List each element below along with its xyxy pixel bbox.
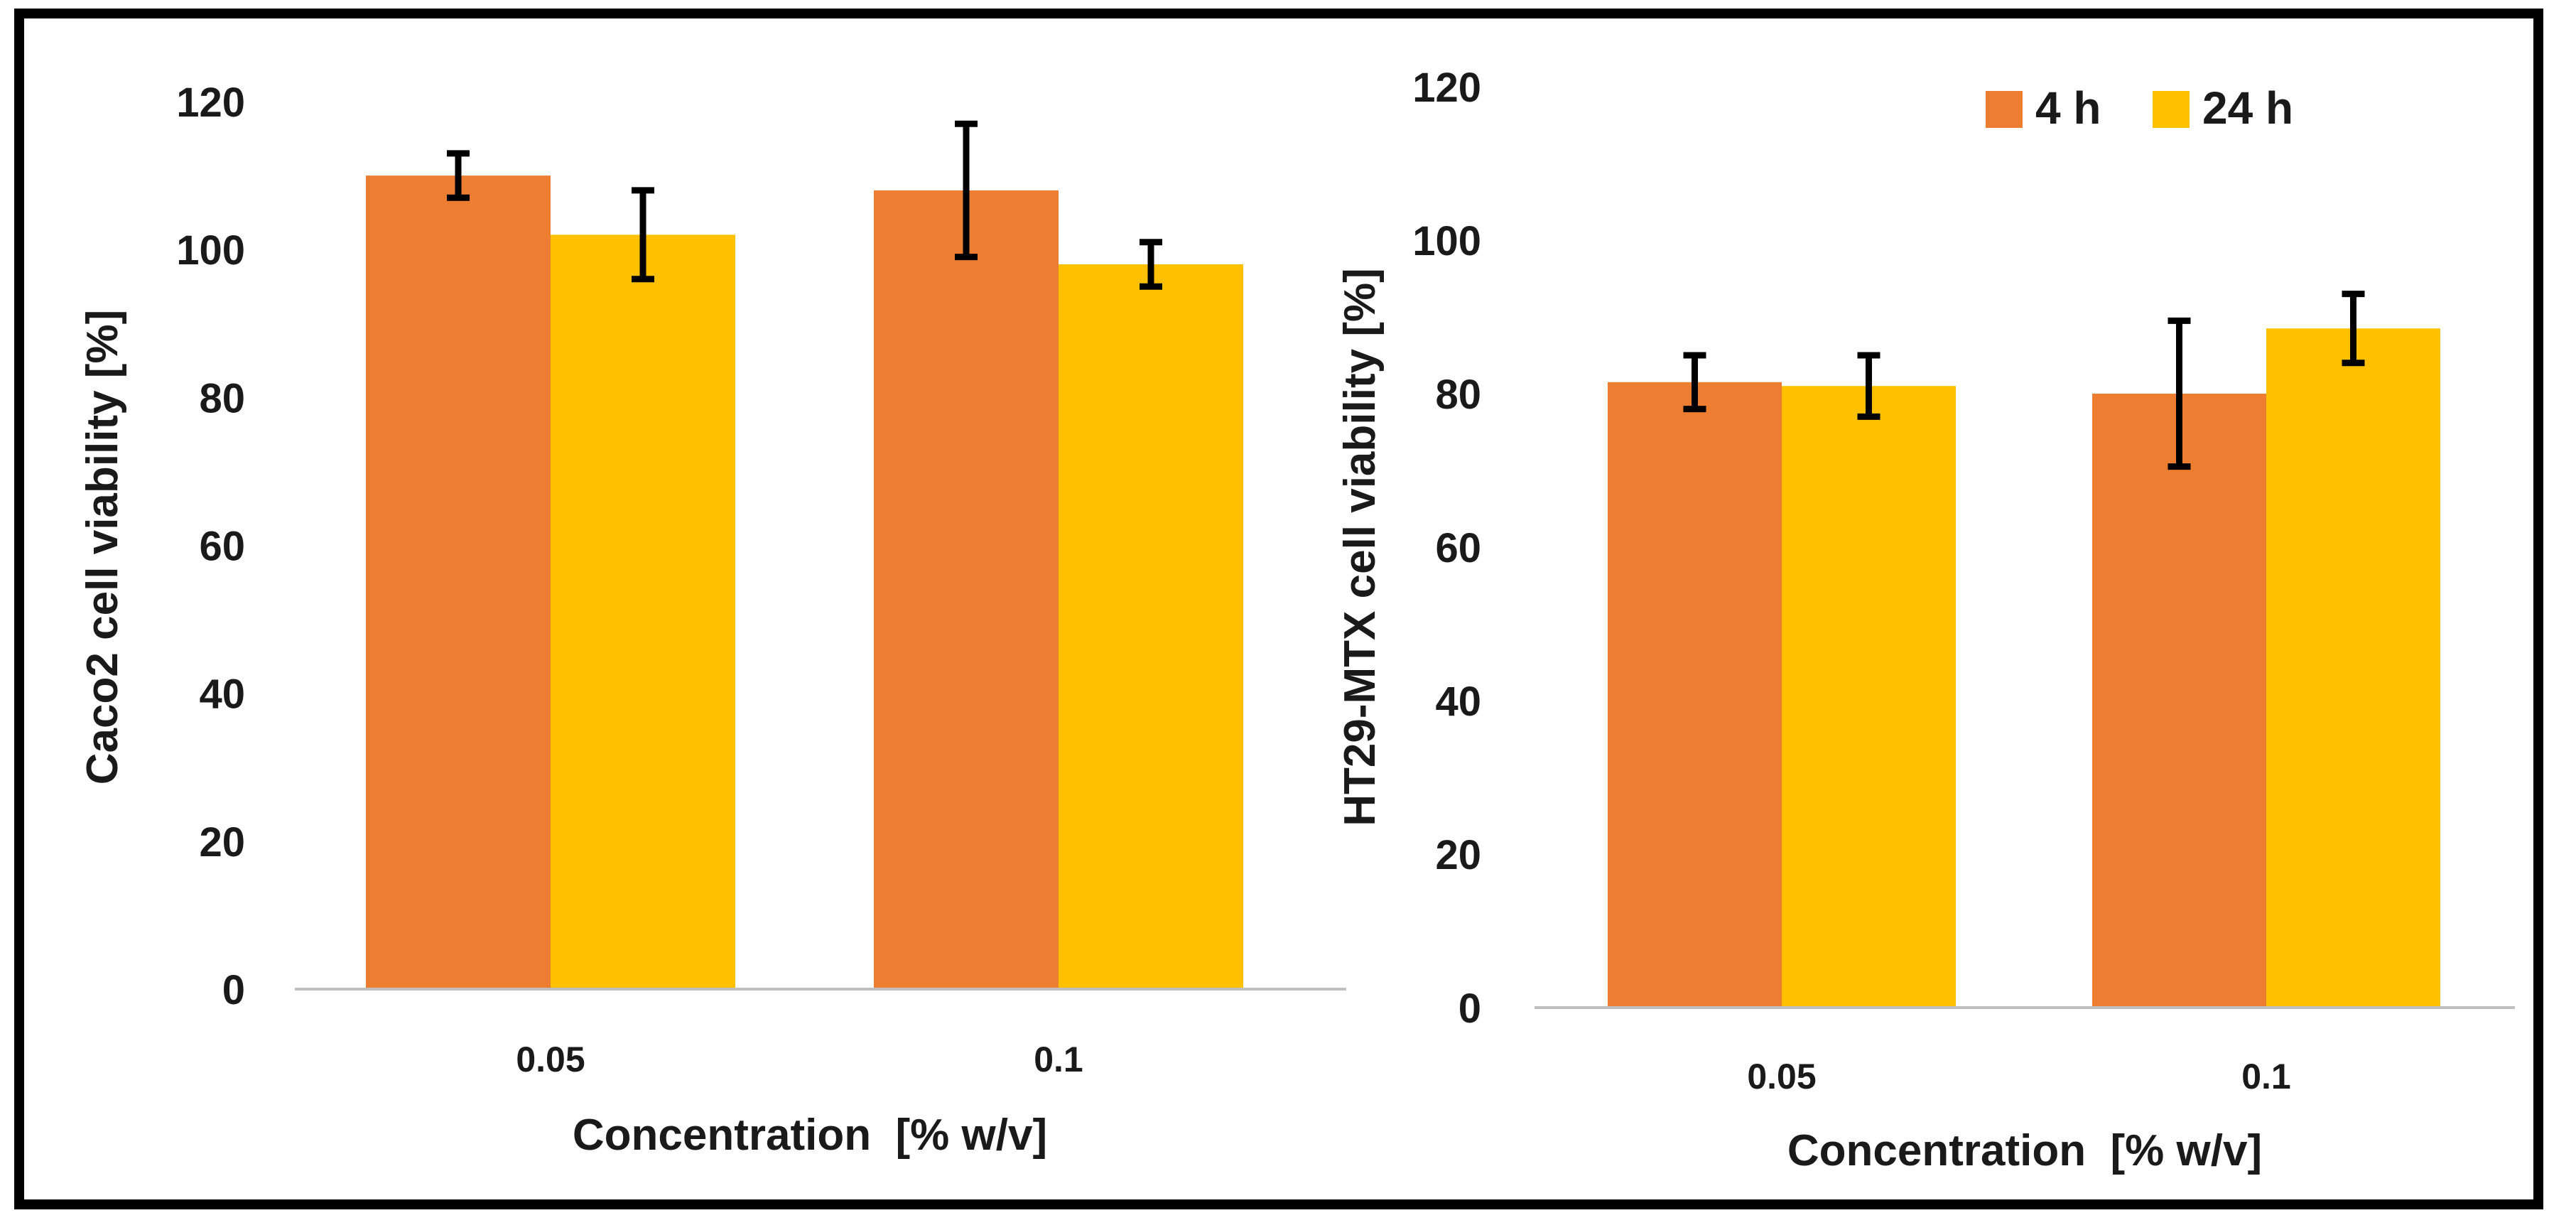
error-bar-4h-0.05 — [1683, 352, 1706, 413]
x-axis-title: Concentration [% w/v] — [573, 1111, 1047, 1160]
y-tick-label: 60 — [1435, 525, 1481, 571]
y-tick-label: 100 — [176, 227, 245, 274]
y-tick-label: 80 — [1435, 372, 1481, 418]
legend-label-4h: 4 h — [2035, 82, 2101, 134]
bar-24h-0.05 — [1782, 386, 1956, 1008]
y-tick-label: 120 — [176, 80, 245, 126]
x-tick-label: 0.05 — [516, 1040, 585, 1079]
error-bar-24h-0.05 — [1857, 352, 1880, 420]
bar-24h-0.05 — [551, 234, 735, 990]
x-tick-label: 0.1 — [2241, 1057, 2291, 1096]
legend-swatch-24h — [2153, 91, 2190, 128]
bar-4h-0.05 — [1608, 382, 1782, 1008]
y-tick-label: 20 — [1435, 832, 1481, 878]
y-tick-label: 80 — [199, 375, 245, 421]
x-axis-title: Concentration [% w/v] — [1787, 1126, 2262, 1175]
legend-swatch-4h — [1986, 91, 2023, 128]
error-bar-24h-0.1 — [2342, 291, 2365, 367]
y-tick-label: 40 — [199, 671, 245, 718]
y-tick-label: 100 — [1412, 218, 1481, 264]
y-axis-title: HT29-MTX cell viability [%] — [1336, 268, 1385, 826]
legend: 4 h 24 h — [1986, 82, 2293, 134]
y-tick-label: 0 — [222, 967, 245, 1013]
error-bar-4h-0.05 — [447, 150, 470, 201]
x-tick-label: 0.1 — [1034, 1040, 1083, 1079]
bar-4h-0.05 — [366, 176, 551, 989]
error-bar-24h-0.05 — [632, 187, 654, 283]
y-tick-label: 20 — [199, 819, 245, 865]
y-tick-label: 120 — [1412, 65, 1481, 111]
y-axis-title: Caco2 cell viability [%] — [78, 310, 127, 784]
legend-label-24h: 24 h — [2202, 82, 2293, 134]
bar-24h-0.1 — [2266, 328, 2440, 1008]
bar-4h-0.1 — [2092, 394, 2266, 1008]
bar-24h-0.1 — [1059, 264, 1243, 989]
x-tick-label: 0.05 — [1747, 1057, 1816, 1096]
error-bar-4h-0.1 — [2168, 317, 2191, 470]
chart-caco2: 0 20 40 60 80 100 120 0.05 0.1 Concentration [% w… — [78, 80, 1346, 1160]
bar-4h-0.1 — [874, 190, 1059, 989]
chart-ht29-mtx: 0 20 40 60 80 100 120 0.05 0.1 Concentration [% w… — [1336, 65, 2515, 1175]
error-bar-24h-0.1 — [1140, 239, 1162, 290]
y-tick-label: 60 — [199, 524, 245, 570]
y-tick-label: 0 — [1459, 986, 1481, 1032]
y-tick-label: 40 — [1435, 679, 1481, 725]
error-bar-4h-0.1 — [955, 120, 978, 261]
